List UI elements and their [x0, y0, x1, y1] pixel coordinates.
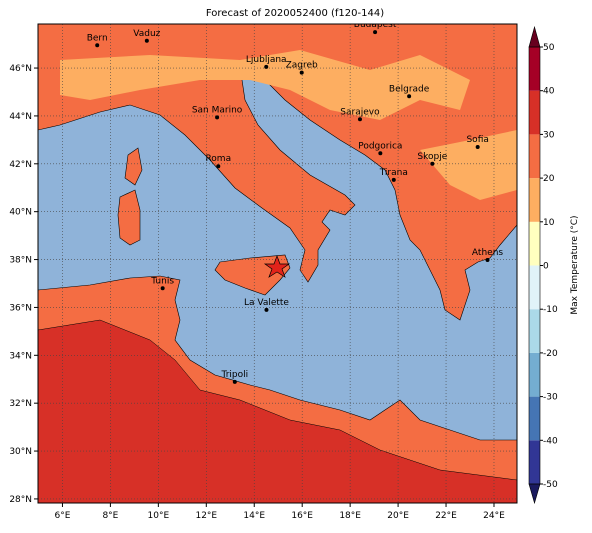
colorbar-tick-label: 20 — [543, 174, 555, 184]
city-dot — [95, 43, 100, 48]
y-tick-label: 40°N — [9, 208, 32, 218]
city-dot — [216, 164, 221, 169]
y-tick-label: 44°N — [9, 112, 32, 122]
colorbar-tick-label: -30 — [543, 393, 558, 403]
cool-region — [420, 130, 517, 200]
city-dot — [475, 145, 480, 150]
x-tick-label: 22°E — [435, 511, 457, 521]
city-dot — [160, 286, 165, 291]
colorbar-tick-label: 50 — [543, 43, 555, 53]
colorbar-tick-label: 0 — [543, 262, 549, 272]
cool-region — [60, 50, 470, 120]
city-dot — [430, 161, 435, 166]
city-dot — [391, 177, 396, 182]
city-dot — [264, 307, 269, 312]
colorbar-tick-label: 40 — [543, 87, 555, 97]
city-label: Tirana — [379, 168, 408, 178]
x-tick-label: 20°E — [387, 511, 409, 521]
x-tick-label: 12°E — [195, 511, 217, 521]
x-tick-label: 6°E — [54, 511, 70, 521]
y-tick-label: 34°N — [9, 351, 32, 361]
city-label: Sofia — [466, 135, 488, 145]
city-label: Belgrade — [389, 84, 430, 94]
city-dot — [215, 115, 220, 120]
sardinia — [117, 189, 141, 246]
colorbar: -50 -40 -30 -20 -10 0 10 20 30 40 50 — [528, 25, 558, 505]
colorbar-segment — [529, 309, 540, 353]
colorbar-segment — [529, 396, 540, 441]
colorbar-segment — [529, 265, 540, 310]
colorbar-under — [528, 483, 541, 505]
y-tick-label: 32°N — [9, 399, 32, 409]
star-marker — [263, 255, 291, 278]
colorbar-segment — [529, 47, 540, 91]
colorbar-tick-label: 30 — [543, 130, 555, 140]
y-tick-label: 28°N — [9, 495, 32, 505]
city-label: Budapest — [354, 20, 397, 30]
x-tick-label: 18°E — [339, 511, 361, 521]
colorbar-segment — [529, 352, 540, 397]
city-dot — [373, 30, 378, 35]
colorbar-segment — [529, 134, 540, 179]
colorbar-segment — [529, 440, 540, 484]
city-dot — [407, 94, 412, 99]
city-label: Bern — [87, 33, 108, 43]
corsica — [124, 147, 143, 186]
y-tick-label: 38°N — [9, 256, 32, 266]
city-label: Roma — [205, 154, 231, 164]
x-tick-label: 24°E — [483, 511, 505, 521]
city-label: Ljubljana — [246, 55, 287, 65]
y-tick-label: 36°N — [9, 303, 32, 313]
hot-region — [38, 319, 517, 503]
city-label: San Marino — [192, 105, 243, 115]
city-dot — [144, 38, 149, 43]
colorbar-tick-label: -40 — [543, 436, 558, 446]
city-label: Tunis — [150, 276, 174, 286]
colorbar-tick-label: -50 — [543, 480, 558, 490]
colorbar-segment — [529, 90, 540, 135]
x-tick-label: 8°E — [102, 511, 118, 521]
y-tick-label: 46°N — [9, 64, 32, 74]
city-label: La Valette — [244, 298, 289, 308]
city-dot — [232, 379, 237, 384]
x-tick-label: 14°E — [243, 511, 265, 521]
city-dot — [264, 64, 269, 69]
city-label: Skopje — [417, 152, 447, 162]
city-label: Sarajevo — [340, 107, 380, 117]
city-label: Zagreb — [286, 61, 318, 71]
city-label: Vaduz — [133, 29, 160, 39]
graticule — [38, 24, 517, 503]
city-dot — [485, 258, 490, 263]
colorbar-tick-label: 10 — [543, 218, 555, 228]
colorbar-over — [528, 25, 541, 48]
colorbar-tick-label: -10 — [543, 305, 558, 315]
colorbar-tick-label: -20 — [543, 349, 558, 359]
x-tick-label: 16°E — [291, 511, 313, 521]
title: Forecast of 2020052400 (f120-144) — [206, 8, 384, 19]
city-dot — [378, 151, 383, 156]
city-label: Podgorica — [358, 141, 402, 151]
city-dot — [357, 117, 362, 122]
city-label: Athens — [472, 248, 503, 258]
map-frame — [37, 23, 518, 504]
city-dot — [299, 70, 304, 75]
colorbar-segment — [529, 178, 540, 222]
colorbar-label: Max Temperature (°C) — [570, 215, 580, 314]
colorbar-segment — [529, 221, 540, 266]
x-tick-label: 10°E — [148, 511, 170, 521]
y-tick-label: 30°N — [9, 447, 32, 457]
y-tick-label: 42°N — [9, 160, 32, 170]
city-label: Tripoli — [221, 370, 249, 380]
